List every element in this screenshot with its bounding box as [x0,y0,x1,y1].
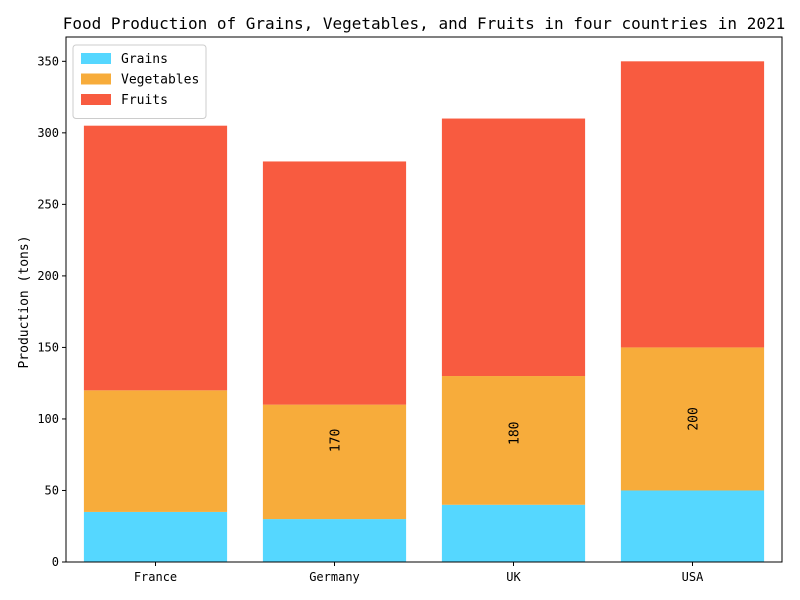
bar-annotation: 200 [687,407,702,430]
bar-vegetables-usa [620,347,765,491]
legend-swatch-grains [81,53,111,64]
y-tick-label: 350 [37,54,59,68]
bar-grains-germany [262,519,407,562]
bar-fruits-uk [441,118,586,377]
legend-label-fruits: Fruits [121,93,168,108]
bar-fruits-usa [620,61,765,348]
bar-annotation: 170 [329,429,344,452]
legend-swatch-fruits [81,94,111,105]
y-tick-label: 300 [37,126,59,140]
legend: Grains Vegetables Fruits [72,44,207,119]
y-tick-label: 250 [37,197,59,211]
x-tick-label: France [134,570,177,584]
y-tick-label: 0 [52,555,59,569]
bar-fruits-germany [262,161,407,405]
bar-vegetables-uk [441,376,586,505]
bar-vegetables-germany [262,404,407,520]
y-tick-label: 200 [37,269,59,283]
y-tick-label: 150 [37,340,59,354]
x-tick-label: Germany [309,570,360,584]
bar-grains-usa [620,490,765,562]
bar-annotation: 180 [508,422,523,445]
bar-fruits-france [83,125,228,391]
x-tick-label: UK [506,570,521,584]
chart-title: Food Production of Grains, Vegetables, a… [63,14,785,33]
plot-area: 0 50 100 150 200 250 300 350 France Germany UK USA 1… [37,54,765,584]
bar-vegetables-france [83,390,228,512]
legend-swatch-vegetables [81,73,111,85]
bar-grains-uk [441,504,586,562]
y-tick-label: 100 [37,412,59,426]
x-tick-label: USA [682,570,704,584]
bar-grains-france [83,511,228,562]
y-tick-label: 50 [45,483,59,497]
y-axis-label: Production (tons) [17,235,32,368]
legend-label-grains: Grains [121,52,168,67]
legend-label-vegetables: Vegetables [121,73,199,88]
plot-frame [65,36,783,563]
